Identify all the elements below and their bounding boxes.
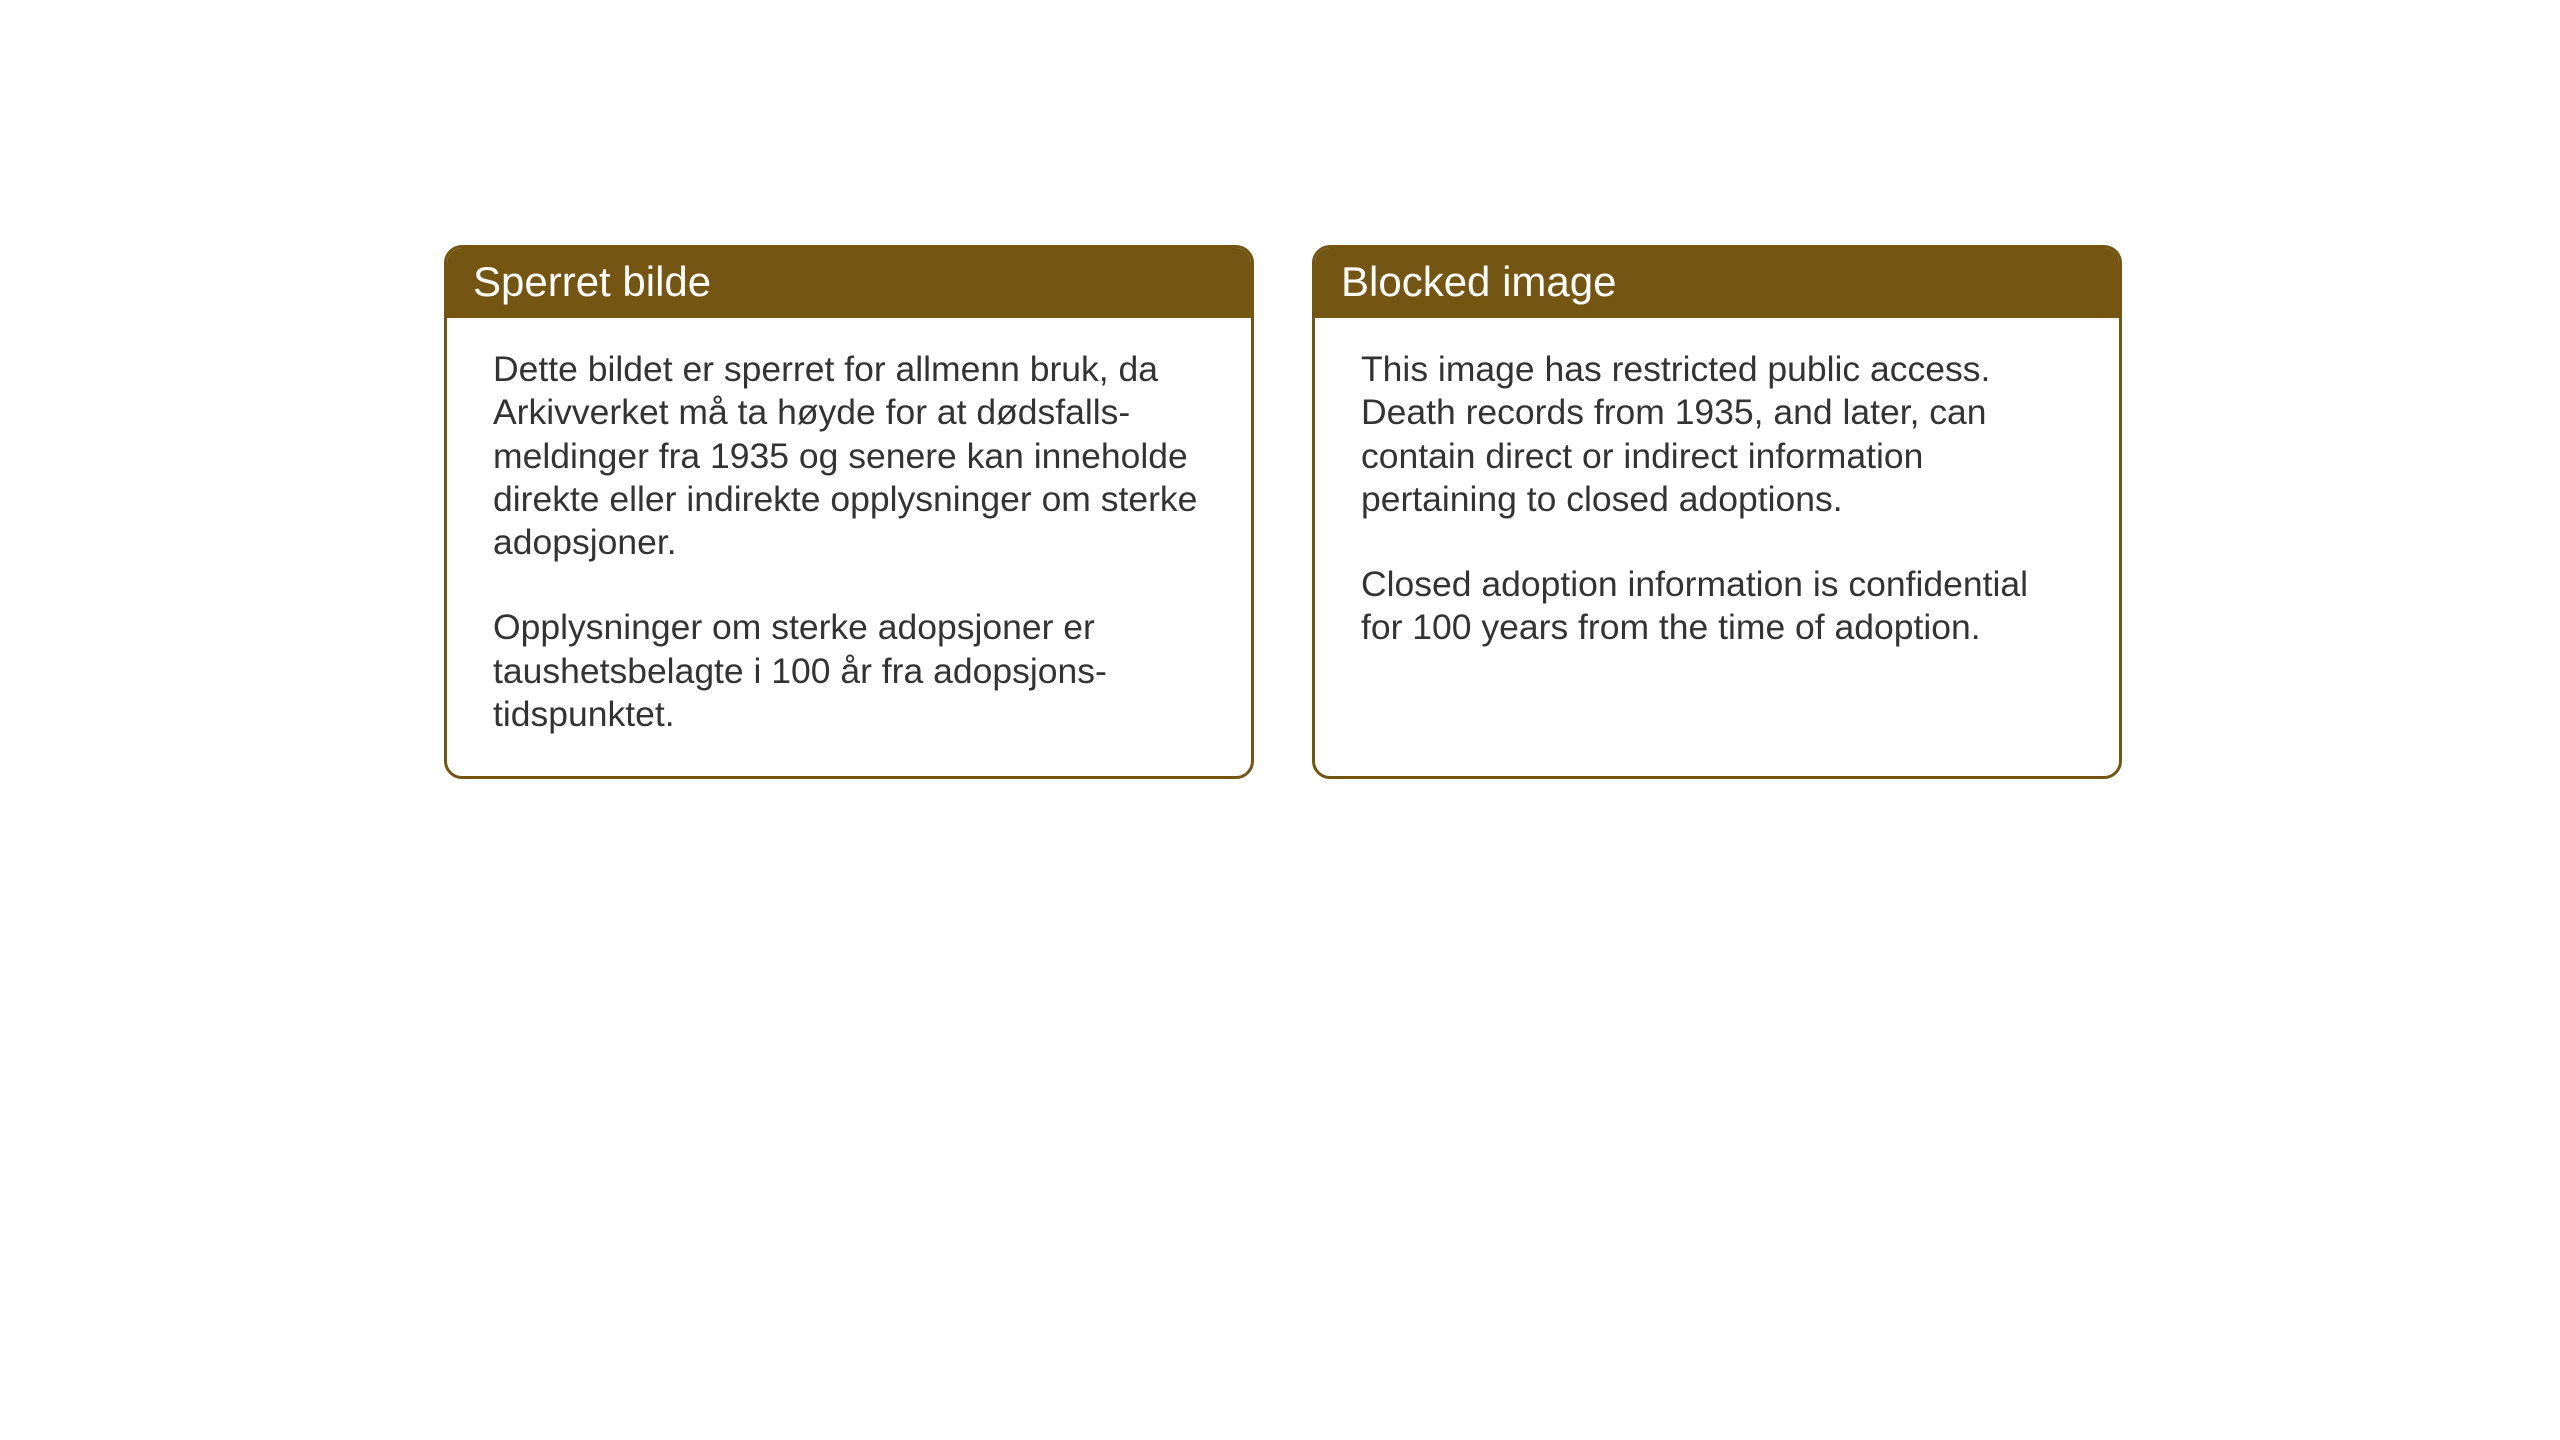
card-body-norwegian: Dette bildet er sperret for allmenn bruk… <box>447 318 1251 776</box>
card-header-english: Blocked image <box>1315 248 2119 318</box>
card-paragraph: Dette bildet er sperret for allmenn bruk… <box>493 348 1205 564</box>
card-paragraph: Opplysninger om sterke adopsjoner er tau… <box>493 606 1205 736</box>
notice-card-english: Blocked image This image has restricted … <box>1312 245 2122 779</box>
card-body-english: This image has restricted public access.… <box>1315 318 2119 768</box>
notice-container: Sperret bilde Dette bildet er sperret fo… <box>444 245 2122 779</box>
card-header-norwegian: Sperret bilde <box>447 248 1251 318</box>
notice-card-norwegian: Sperret bilde Dette bildet er sperret fo… <box>444 245 1254 779</box>
card-paragraph: This image has restricted public access.… <box>1361 348 2073 521</box>
card-paragraph: Closed adoption information is confident… <box>1361 563 2073 650</box>
